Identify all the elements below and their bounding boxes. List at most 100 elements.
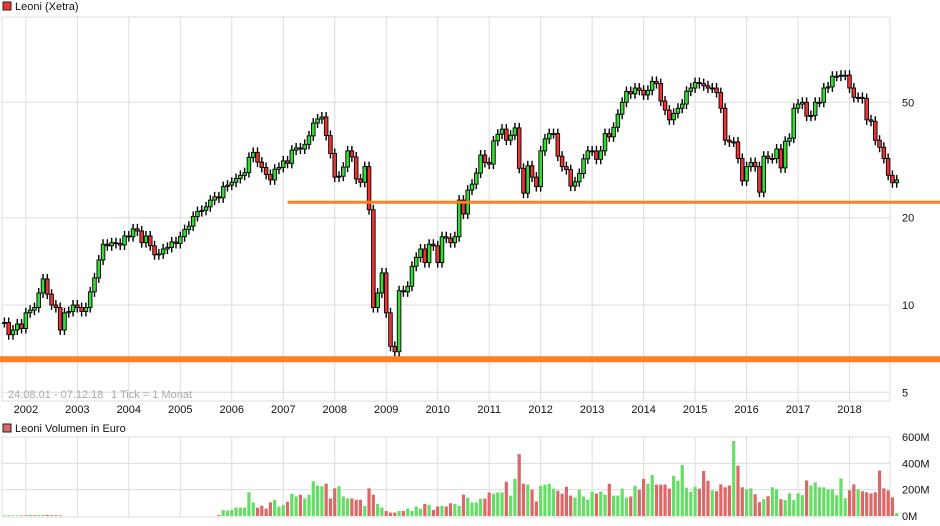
candle-body bbox=[375, 292, 380, 308]
volume-bar bbox=[307, 494, 311, 516]
candle bbox=[585, 145, 591, 164]
candle-body bbox=[572, 181, 578, 187]
volume-bar bbox=[886, 490, 890, 516]
volume-bar bbox=[650, 474, 654, 516]
candle bbox=[602, 128, 608, 156]
candle-body bbox=[864, 98, 869, 121]
volume-bar bbox=[689, 491, 693, 516]
volume-bar bbox=[732, 440, 736, 516]
candle-body bbox=[96, 259, 102, 279]
volume-bar bbox=[268, 502, 272, 516]
candle bbox=[589, 145, 595, 156]
volume-bar bbox=[444, 506, 448, 516]
volume-bar bbox=[637, 489, 641, 516]
candle bbox=[594, 145, 599, 165]
x-tick-label: 2018 bbox=[837, 404, 861, 416]
candle bbox=[401, 285, 406, 297]
candle-body bbox=[546, 133, 552, 140]
candle-body bbox=[602, 133, 608, 152]
candle-body bbox=[474, 172, 479, 185]
volume-bar bbox=[54, 515, 58, 516]
volume-bar bbox=[423, 503, 427, 516]
x-tick-label: 2015 bbox=[683, 404, 707, 416]
volume-bar bbox=[813, 482, 817, 516]
candle-body bbox=[787, 137, 792, 142]
x-tick-label: 2007 bbox=[271, 404, 295, 416]
y-tick-label: 10 bbox=[902, 300, 914, 312]
candle-body bbox=[881, 146, 887, 159]
candle-body bbox=[821, 87, 827, 103]
candle-body bbox=[461, 199, 466, 215]
candle-body bbox=[289, 149, 295, 164]
candle bbox=[405, 281, 410, 297]
candle-body bbox=[830, 75, 835, 88]
candle-body bbox=[143, 235, 149, 244]
x-tick-label: 2014 bbox=[631, 404, 655, 416]
candle bbox=[628, 86, 633, 99]
candle bbox=[362, 161, 368, 188]
volume-bar bbox=[2, 515, 6, 516]
volume-bar bbox=[448, 503, 453, 516]
candle-body bbox=[641, 89, 646, 96]
candle bbox=[714, 83, 719, 98]
volume-bar bbox=[457, 505, 461, 516]
candle-body bbox=[315, 118, 320, 124]
x-tick-label: 2011 bbox=[477, 404, 501, 416]
volume-bar bbox=[646, 483, 650, 516]
candle-body bbox=[538, 150, 543, 188]
candle-body bbox=[482, 154, 488, 163]
price-legend-swatch bbox=[2, 1, 12, 11]
candle bbox=[413, 252, 419, 272]
candle bbox=[821, 83, 827, 108]
candle bbox=[842, 70, 848, 81]
volume-bar bbox=[809, 485, 813, 516]
volume-bar bbox=[238, 507, 242, 516]
candle-body bbox=[79, 307, 84, 312]
candle bbox=[109, 237, 114, 251]
candle bbox=[126, 230, 132, 242]
candle-body bbox=[705, 85, 711, 89]
candle-body bbox=[302, 143, 307, 150]
candle bbox=[409, 261, 415, 292]
x-tick-label: 2005 bbox=[168, 404, 192, 416]
candle-body bbox=[873, 120, 878, 141]
candle bbox=[87, 286, 93, 313]
candle-body bbox=[49, 293, 54, 306]
volume-bar bbox=[556, 490, 560, 516]
candle bbox=[195, 206, 200, 222]
volume-bar bbox=[534, 501, 538, 516]
candle-body bbox=[328, 135, 333, 154]
volume-bar bbox=[573, 497, 577, 516]
candle-body bbox=[169, 241, 174, 248]
volume-bar bbox=[285, 501, 290, 516]
volume-bar bbox=[298, 494, 303, 516]
volume-bar bbox=[697, 488, 701, 516]
volume-bar bbox=[427, 504, 431, 516]
candle bbox=[298, 142, 303, 155]
volume-bar bbox=[684, 487, 689, 516]
volume-bar bbox=[607, 483, 611, 516]
volume-bar bbox=[551, 488, 556, 516]
x-tick-label: 2010 bbox=[425, 404, 449, 416]
candle-body bbox=[57, 307, 63, 331]
candle bbox=[632, 83, 638, 99]
candle-body bbox=[409, 265, 415, 287]
candle bbox=[426, 239, 432, 268]
candle-body bbox=[710, 87, 715, 90]
volume-bar bbox=[753, 494, 757, 516]
volume-bar bbox=[225, 510, 230, 516]
candle bbox=[302, 139, 307, 155]
candle bbox=[139, 225, 144, 248]
candle bbox=[199, 205, 204, 217]
candle bbox=[122, 230, 127, 251]
candle-body bbox=[32, 307, 37, 311]
volume-bar bbox=[770, 487, 774, 516]
candle-body bbox=[259, 161, 265, 168]
volume-bar bbox=[599, 491, 603, 516]
candle-body bbox=[508, 134, 513, 141]
volume-bar bbox=[839, 478, 843, 516]
candle bbox=[130, 223, 136, 242]
candle bbox=[216, 191, 222, 203]
volume-bar bbox=[350, 498, 354, 516]
candle bbox=[722, 103, 728, 146]
